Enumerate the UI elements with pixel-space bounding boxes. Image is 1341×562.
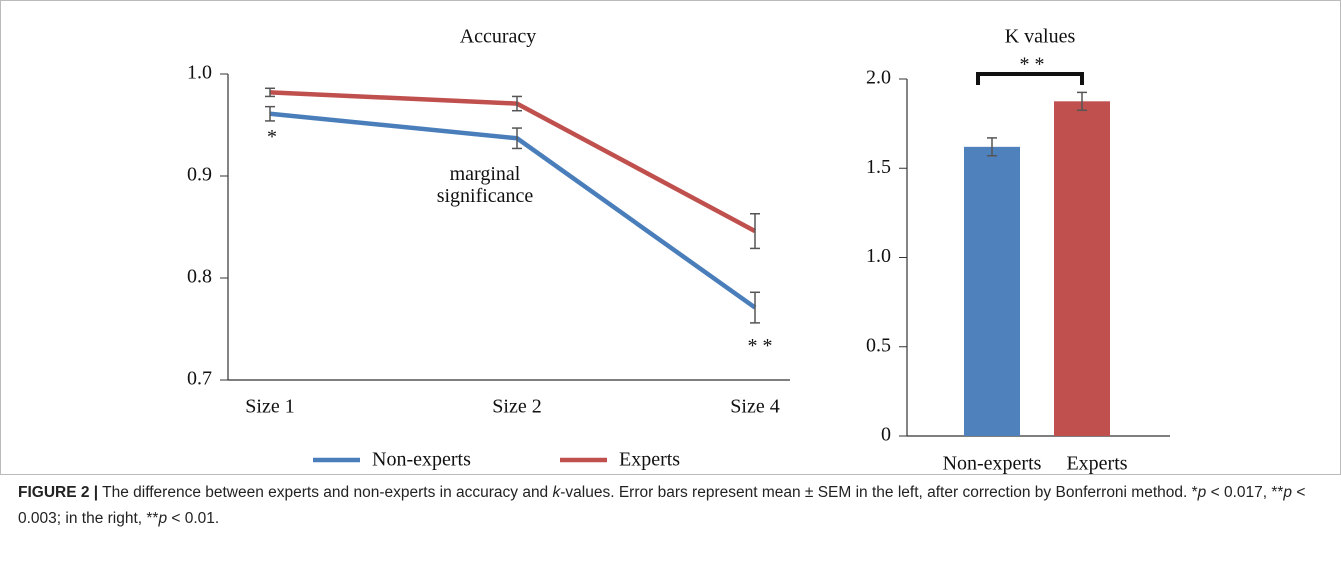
y-tick-label: 1.0 (866, 245, 891, 267)
error-bar (750, 291, 760, 324)
caption-segment: p (1283, 484, 1293, 501)
chart-title: Accuracy (460, 26, 537, 48)
figure: 0.7 0.8 0.9 1.0 Accuracy Size 1 Size 2 Size 4 No… (0, 0, 1341, 475)
annotation-box: * * (747, 335, 773, 357)
annotation: * (267, 126, 277, 148)
legend-label: Experts (619, 449, 680, 471)
caption-segment: -values. Error bars represent mean ± SEM… (560, 484, 1198, 501)
caption-segment: k (552, 484, 561, 501)
bar (964, 146, 1020, 436)
x-tick-label: Size 4 (730, 396, 779, 418)
significance-bracket (976, 72, 1084, 85)
y-tick-label: 1.5 (866, 156, 891, 178)
x-tick-label: Non-experts (943, 453, 1042, 475)
annotation: marginal significance (436, 163, 534, 207)
caption-segment: < 0.003; in the right, ** (18, 484, 1306, 527)
chart-title: K values (1005, 26, 1076, 48)
annotation-box: marginal significance (436, 163, 534, 207)
x-tick-label: Size 1 (245, 396, 294, 418)
x-tick-label: Experts (1066, 453, 1127, 475)
error-bar (512, 95, 522, 112)
error-bar (512, 127, 522, 150)
error-bar (987, 137, 997, 157)
caption-segment: < 0.01. (167, 510, 220, 527)
y-tick-label: 0.7 (187, 368, 212, 390)
caption-segment: < 0.017, ** (1206, 484, 1284, 501)
bar (1054, 101, 1110, 436)
y-tick-label: 0.8 (187, 266, 212, 288)
annotation-box: * (267, 126, 277, 148)
caption-text: The difference between experts and non-e… (18, 484, 1305, 527)
error-bar (265, 87, 275, 98)
caption-segment: The difference between experts and non-e… (102, 484, 553, 501)
error-bar (1077, 91, 1087, 111)
y-tick-label: 0.9 (187, 164, 212, 186)
caption-segment: p (1197, 484, 1207, 501)
error-bar (265, 105, 275, 122)
y-tick-label: 0.5 (866, 334, 891, 356)
y-tick-label: 2.0 (866, 67, 891, 89)
y-tick-label: 1.0 (187, 62, 212, 84)
annotation: * * (747, 335, 773, 357)
caption: FIGURE 2 | The difference between experts… (18, 480, 1328, 532)
y-tick-label: 0 (881, 424, 891, 446)
error-bar (750, 212, 760, 250)
legend-label: Non-experts (372, 449, 471, 471)
caption-segment: p (158, 510, 168, 527)
x-tick-label: Size 2 (492, 396, 541, 418)
annotation: * * (1020, 54, 1045, 76)
caption-label: FIGURE 2 | (18, 484, 99, 501)
